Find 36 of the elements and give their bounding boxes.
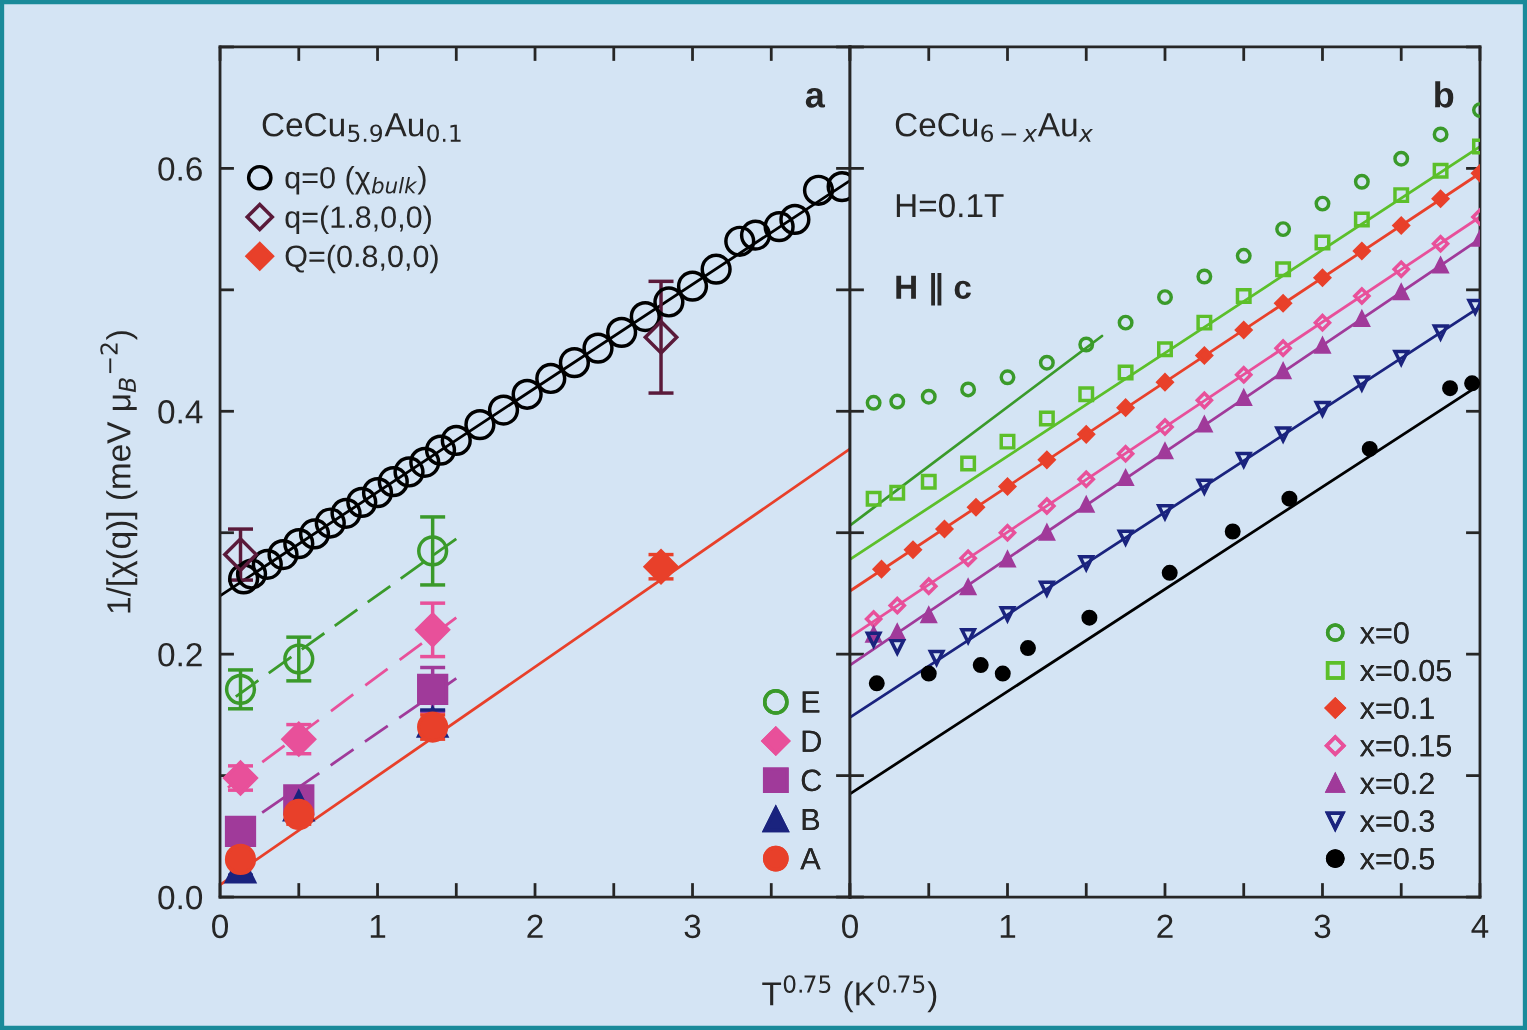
x-tick-label: 3 bbox=[1314, 914, 1331, 939]
x-tick-label: 0 bbox=[842, 914, 858, 939]
text: a bbox=[805, 87, 826, 108]
y-axis-title: 1/[χ(q)] (meV μ$_{B}$$^{−2}$) bbox=[100, 331, 138, 613]
y-tick-label: 0.2 bbox=[158, 642, 202, 667]
legend-label: q=(1.8,0,0) bbox=[285, 205, 431, 235]
legend-label: A bbox=[800, 848, 821, 870]
legend-label: D bbox=[802, 730, 821, 752]
legend-label: x=0.3 bbox=[1360, 810, 1434, 832]
legend-label: E bbox=[802, 691, 820, 713]
x-tick-label: 2 bbox=[527, 914, 543, 938]
x-tick-label: 3 bbox=[684, 914, 701, 939]
annotation: CeCu$_{5.9}$Au$_{0.1}$ bbox=[262, 113, 461, 143]
annotation: H ∥ c bbox=[896, 272, 971, 306]
annotation: CeCu$_{6−x}$Au$_{x}$ bbox=[895, 113, 1093, 143]
legend-label: q=0 (χ$_{bulk}$) bbox=[285, 166, 426, 195]
legend-label: x=0.05 bbox=[1360, 659, 1451, 682]
x-tick-label: 2 bbox=[1157, 914, 1173, 938]
x-tick-label: 4 bbox=[1471, 914, 1489, 938]
legend-label: x=0.15 bbox=[1360, 735, 1451, 757]
x-tick-label: 1 bbox=[370, 914, 386, 938]
legend-label: B bbox=[802, 809, 820, 831]
legend-label: x=0.5 bbox=[1360, 847, 1435, 870]
y-tick-label: 0.0 bbox=[158, 885, 203, 910]
y-tick-label: 0.6 bbox=[158, 157, 202, 181]
text: b bbox=[1435, 81, 1454, 108]
x-axis-title: T$^{0.75}$ (K$^{0.75}$) bbox=[762, 975, 937, 1013]
annotation: H=0.1T bbox=[896, 193, 1004, 218]
legend-label: x=0 bbox=[1360, 622, 1409, 644]
legend-label: x=0.2 bbox=[1360, 772, 1434, 795]
x-tick-label: 1 bbox=[1000, 914, 1016, 938]
legend-label: Q=(0.8,0,0) bbox=[285, 244, 438, 274]
x-tick-label: 0 bbox=[212, 914, 229, 939]
y-tick-label: 0.4 bbox=[158, 400, 203, 424]
legend-label: C bbox=[801, 769, 822, 792]
legend-label: x=0.1 bbox=[1360, 697, 1434, 719]
